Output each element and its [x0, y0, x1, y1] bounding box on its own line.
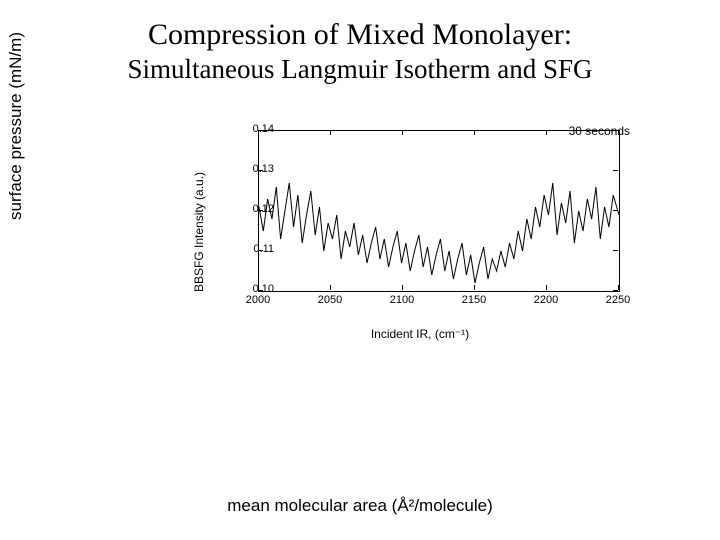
sfg-trace [259, 131, 619, 291]
ytick-label: 0.13 [229, 163, 274, 175]
ytick-label: 0.11 [229, 243, 274, 255]
xtick-label: 2000 [246, 294, 270, 306]
plot-area [258, 130, 620, 292]
ytick-label: 0.14 [229, 123, 274, 135]
ytick-label: 0.12 [229, 203, 274, 215]
title-line1: Compression of Mixed Monolayer: [0, 18, 720, 52]
title-block: Compression of Mixed Monolayer: Simultan… [0, 0, 720, 85]
xtick-label: 2050 [318, 294, 342, 306]
xtick-label: 2100 [390, 294, 414, 306]
outer-ylabel: surface pressure (mN/m) [6, 32, 26, 220]
outer-xlabel: mean molecular area (Å²/molecule) [0, 496, 720, 516]
xtick-label: 2150 [462, 294, 486, 306]
xtick-label: 2250 [606, 294, 630, 306]
sfg-chart: 30 seconds BBSFG Intensity (a.u.) Incide… [200, 122, 640, 337]
chart-xlabel: Incident IR, (cm⁻¹) [200, 327, 640, 341]
title-line2: Simultaneous Langmuir Isotherm and SFG [0, 54, 720, 85]
xtick-label: 2200 [534, 294, 558, 306]
chart-ylabel: BBSFG Intensity (a.u.) [192, 172, 206, 292]
